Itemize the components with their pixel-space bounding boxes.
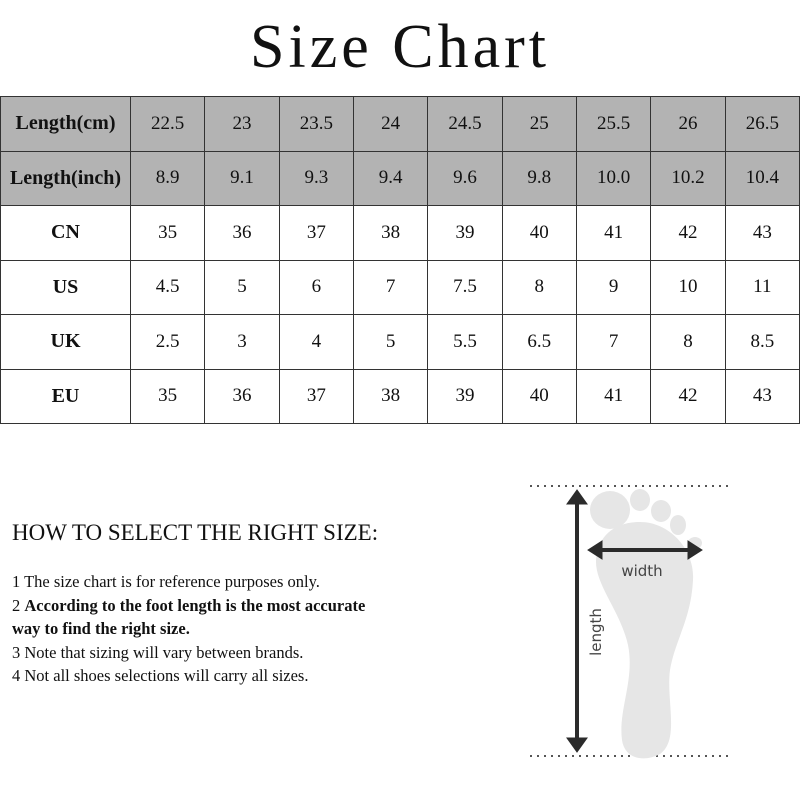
table-cell: 38 xyxy=(352,368,429,424)
table-cell: 10.2 xyxy=(650,150,726,206)
table-row: US 4.5 5 6 7 7.5 8 9 10 11 xyxy=(0,259,800,315)
table-cell: 6.5 xyxy=(501,314,577,370)
table-cell: 39 xyxy=(427,205,503,261)
foot-icon xyxy=(590,489,702,759)
table-cell: 23.5 xyxy=(278,96,354,152)
table-row: Length(inch) 8.9 9.1 9.3 9.4 9.6 9.8 10.0 10.2 10… xyxy=(0,150,800,206)
note-3: 3 Note that sizing will vary between bra… xyxy=(12,642,304,662)
table-cell: 24 xyxy=(352,96,429,152)
table-cell: 4.5 xyxy=(129,259,206,315)
note-1: 1 The size chart is for reference purpos… xyxy=(12,572,320,591)
table-cell: 7.5 xyxy=(427,259,503,315)
table-cell: 2.5 xyxy=(129,314,206,370)
table-cell: 9.6 xyxy=(427,150,503,206)
table-cell: 22.5 xyxy=(129,96,206,152)
table-cell: 43 xyxy=(724,368,800,424)
table-cell: 9.1 xyxy=(204,150,280,206)
table-cell: 36 xyxy=(204,368,280,424)
table-cell: 4 xyxy=(278,314,354,370)
table-cell: 9.8 xyxy=(501,150,577,206)
row-label: Length(cm) xyxy=(0,96,131,152)
table-row: Length(cm) 22.5 23 23.5 24 24.5 25 25.5 26 26.5 xyxy=(0,96,800,152)
table-cell: 37 xyxy=(278,205,354,261)
note-2-number: 2 xyxy=(12,595,25,615)
table-cell: 41 xyxy=(575,205,652,261)
table-cell: 8.9 xyxy=(129,150,206,206)
table-cell: 40 xyxy=(501,205,577,261)
row-label: US xyxy=(0,259,131,315)
table-cell: 40 xyxy=(501,368,577,424)
foot-measurement-diagram: width length xyxy=(530,485,732,759)
width-label: width xyxy=(621,562,662,580)
table-cell: 8.5 xyxy=(724,314,800,370)
page-title: Size Chart xyxy=(250,13,550,81)
table-cell: 26.5 xyxy=(724,96,800,152)
table-cell: 9.4 xyxy=(352,150,429,206)
table-cell: 37 xyxy=(278,368,354,424)
note-2-bold: According to the foot length is the most… xyxy=(12,595,366,639)
table-cell: 5 xyxy=(204,259,280,315)
table-cell: 7 xyxy=(575,314,652,370)
note-2: 2 According to the foot length is the mo… xyxy=(12,594,382,641)
table-cell: 6 xyxy=(278,259,354,315)
size-table: Length(cm) 22.5 23 23.5 24 24.5 25 25.5 26 26.5 Le… xyxy=(0,96,800,424)
table-cell: 24.5 xyxy=(427,96,503,152)
table-cell: 38 xyxy=(352,205,429,261)
row-label: UK xyxy=(0,314,131,370)
width-arrow-icon xyxy=(587,540,703,560)
table-cell: 8 xyxy=(650,314,726,370)
row-label: EU xyxy=(0,368,131,424)
table-cell: 11 xyxy=(724,259,800,315)
table-cell: 26 xyxy=(650,96,726,152)
table-cell: 35 xyxy=(129,368,206,424)
table-cell: 5 xyxy=(352,314,429,370)
table-cell: 5.5 xyxy=(427,314,503,370)
table-cell: 36 xyxy=(204,205,280,261)
row-label: Length(inch) xyxy=(0,150,131,206)
table-cell: 10.4 xyxy=(724,150,800,206)
table-cell: 39 xyxy=(427,368,503,424)
length-label: length xyxy=(587,608,605,656)
table-cell: 10.0 xyxy=(575,150,652,206)
table-cell: 41 xyxy=(575,368,652,424)
table-cell: 42 xyxy=(650,368,726,424)
table-cell: 9.3 xyxy=(278,150,354,206)
table-cell: 3 xyxy=(204,314,280,370)
table-row: EU 35 36 37 38 39 40 41 42 43 xyxy=(0,368,800,424)
table-row: UK 2.5 3 4 5 5.5 6.5 7 8 8.5 xyxy=(0,314,800,370)
table-cell: 25.5 xyxy=(575,96,652,152)
row-label: CN xyxy=(0,205,131,261)
table-cell: 35 xyxy=(129,205,206,261)
howto-heading: HOW TO SELECT THE RIGHT SIZE: xyxy=(12,520,379,545)
table-cell: 43 xyxy=(724,205,800,261)
table-cell: 25 xyxy=(501,96,577,152)
table-cell: 7 xyxy=(352,259,429,315)
table-cell: 23 xyxy=(204,96,280,152)
table-cell: 42 xyxy=(650,205,726,261)
howto-notes: 1 The size chart is for reference purpos… xyxy=(12,570,382,688)
table-cell: 10 xyxy=(650,259,726,315)
table-cell: 9 xyxy=(575,259,652,315)
length-arrow-icon xyxy=(566,489,588,753)
table-row: CN 35 36 37 38 39 40 41 42 43 xyxy=(0,205,800,261)
note-4: 4 Not all shoes selections will carry al… xyxy=(12,666,309,685)
table-cell: 8 xyxy=(501,259,577,315)
